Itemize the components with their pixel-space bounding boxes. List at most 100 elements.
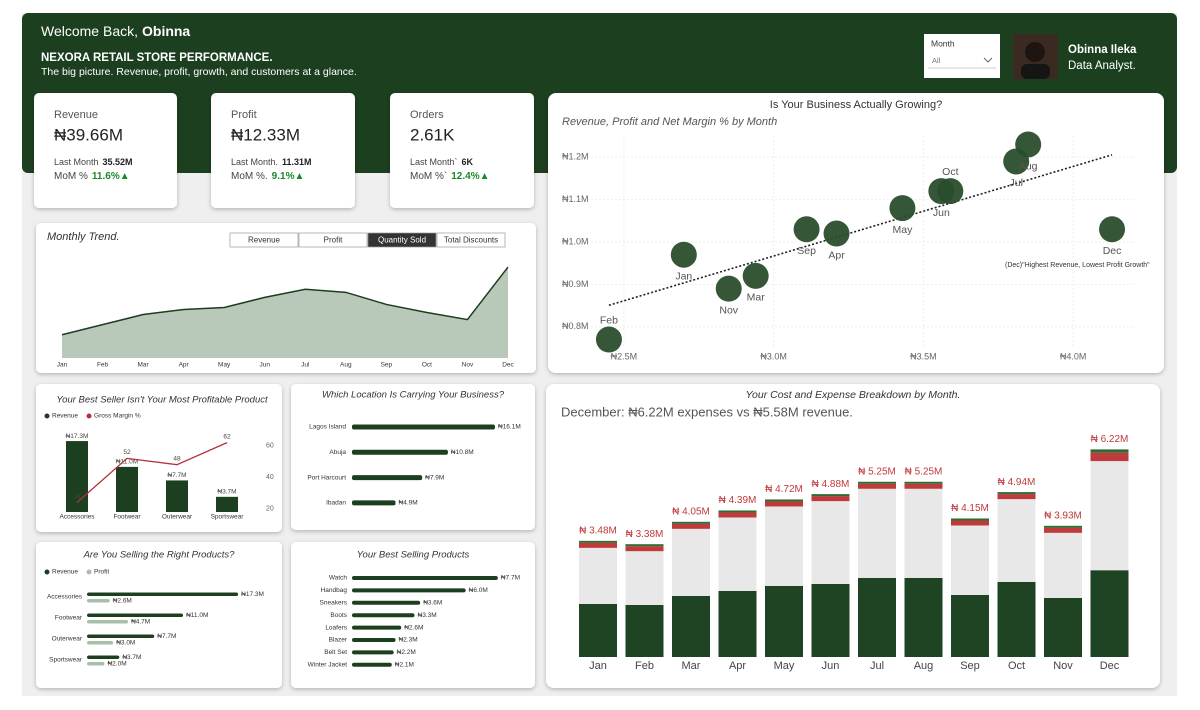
bar-segment — [904, 481, 943, 484]
bar — [352, 475, 423, 481]
bar-segment — [904, 483, 943, 489]
bar-segment — [765, 585, 803, 657]
bubble — [1015, 131, 1042, 158]
bubble — [742, 262, 769, 289]
x-tick-label: Sep — [960, 660, 980, 672]
bar — [87, 641, 114, 645]
profile-name: Obinna Ileka — [1068, 44, 1137, 56]
kpi-value: ₦12.33M — [231, 125, 300, 144]
data-label: ₦6.0M — [469, 587, 488, 594]
kpi-last-label: Last Month` — [410, 157, 458, 167]
chart-card — [291, 384, 535, 530]
data-label: ₦10.8M — [451, 449, 474, 456]
point-label: Aug — [1019, 160, 1038, 172]
data-label: ₦2.1M — [395, 662, 414, 669]
y-tick-label: ₦0.8M — [562, 321, 589, 331]
data-label: ₦11.0M — [116, 459, 138, 466]
category-label: Outerwear — [52, 636, 83, 643]
toggle-button[interactable] — [436, 232, 506, 248]
x-tick-label: Dec — [1100, 660, 1120, 672]
total-label: ₦ 5.25M — [858, 466, 896, 477]
kpi-mom-value: 11.6%▲ — [92, 171, 130, 182]
point-label: Jul — [1009, 177, 1022, 189]
bar-segment — [579, 542, 617, 548]
x-tick-label: Mar — [682, 660, 701, 672]
kpi-label: Orders — [410, 109, 444, 121]
bar-segment — [1090, 461, 1129, 571]
total-label: ₦ 3.48M — [579, 525, 617, 536]
category-label: Belt Set — [324, 649, 347, 656]
filter-value[interactable]: All — [932, 56, 941, 65]
data-label: ₦2.6M — [404, 624, 423, 631]
kpi-mom: MoM % 11.6%▲ — [54, 171, 130, 182]
profile-photo-head — [1025, 42, 1045, 62]
x-tick-label: Footwear — [113, 514, 141, 521]
toggle-label[interactable]: Profit — [324, 236, 343, 245]
x-tick-label: Dec — [502, 362, 514, 369]
toggle-button[interactable] — [367, 232, 437, 248]
bar-segment — [765, 501, 803, 507]
legend-label: Revenue — [52, 569, 78, 576]
kpi-mom: MoM %` 12.4%▲ — [410, 170, 490, 182]
bar-segment — [858, 577, 896, 657]
kpi-value: ₦39.66M — [54, 125, 123, 144]
x-tick-label: Apr — [179, 362, 190, 369]
toggle-label[interactable]: Quantity Sold — [378, 236, 426, 245]
data-label: 52 — [123, 449, 131, 456]
category-label: Watch — [329, 575, 348, 582]
kpi-mom-value: 12.4%▲ — [451, 171, 489, 182]
bar-segment — [811, 583, 850, 657]
bar — [87, 613, 184, 617]
bar-segment — [997, 499, 1036, 582]
bubble — [715, 275, 742, 302]
kpi-mom-label: MoM %` — [410, 170, 447, 182]
category-label: Port Harcourt — [307, 474, 346, 481]
bar — [66, 441, 88, 512]
toggle-label[interactable]: Total Discounts — [444, 236, 498, 245]
total-label: ₦ 3.38M — [626, 529, 664, 540]
data-label: ₦2.0M — [107, 660, 126, 667]
point-label: Apr — [828, 249, 845, 261]
bubble — [889, 195, 916, 222]
chart-title: Your Best Selling Products — [357, 550, 470, 561]
filter-label: Month — [931, 38, 955, 48]
bar-segment — [625, 604, 664, 657]
y2-tick-label: 20 — [266, 506, 274, 513]
total-label: ₦ 4.39M — [719, 495, 757, 506]
bar-segment — [811, 494, 850, 497]
bar-segment — [1090, 452, 1129, 462]
x-tick-label: Oct — [1008, 660, 1025, 672]
kpi-mom-label: MoM % — [54, 171, 88, 182]
kpi-last-value: 35.52M — [103, 157, 133, 167]
x-tick-label: Nov — [1053, 660, 1073, 672]
point-label: Sep — [797, 245, 816, 257]
data-label: ₦3.0M — [116, 639, 135, 646]
bar-segment — [1044, 597, 1082, 657]
legend-marker — [86, 569, 92, 575]
bar — [352, 650, 394, 655]
bar-segment — [951, 518, 989, 521]
bar — [352, 613, 415, 618]
profile-photo-body — [1021, 64, 1050, 79]
month-filter[interactable] — [924, 34, 1000, 78]
total-label: ₦ 3.93M — [1044, 510, 1082, 521]
x-tick-label: ₦3.5M — [910, 351, 937, 361]
data-label: 48 — [173, 455, 181, 462]
margin-line — [76, 442, 228, 504]
bar — [352, 449, 448, 455]
bar-segment — [1090, 449, 1129, 453]
toggle-button[interactable] — [298, 232, 368, 248]
bar-segment — [811, 496, 850, 502]
trend-line — [61, 266, 509, 336]
kpi-last-label: Last Month. — [231, 157, 278, 167]
filter-chevron[interactable] — [983, 57, 993, 63]
data-label: ₦7.7M — [167, 472, 186, 479]
kpi-mom-label: MoM %. — [231, 171, 268, 182]
toggle-label[interactable]: Revenue — [248, 236, 281, 245]
toggle-button[interactable] — [229, 232, 299, 248]
category-label: Sportswear — [49, 657, 83, 664]
kpi-label: Revenue — [54, 109, 98, 121]
regression-line — [608, 154, 1113, 307]
point-label: Jan — [675, 271, 692, 283]
bar-segment — [951, 594, 989, 657]
